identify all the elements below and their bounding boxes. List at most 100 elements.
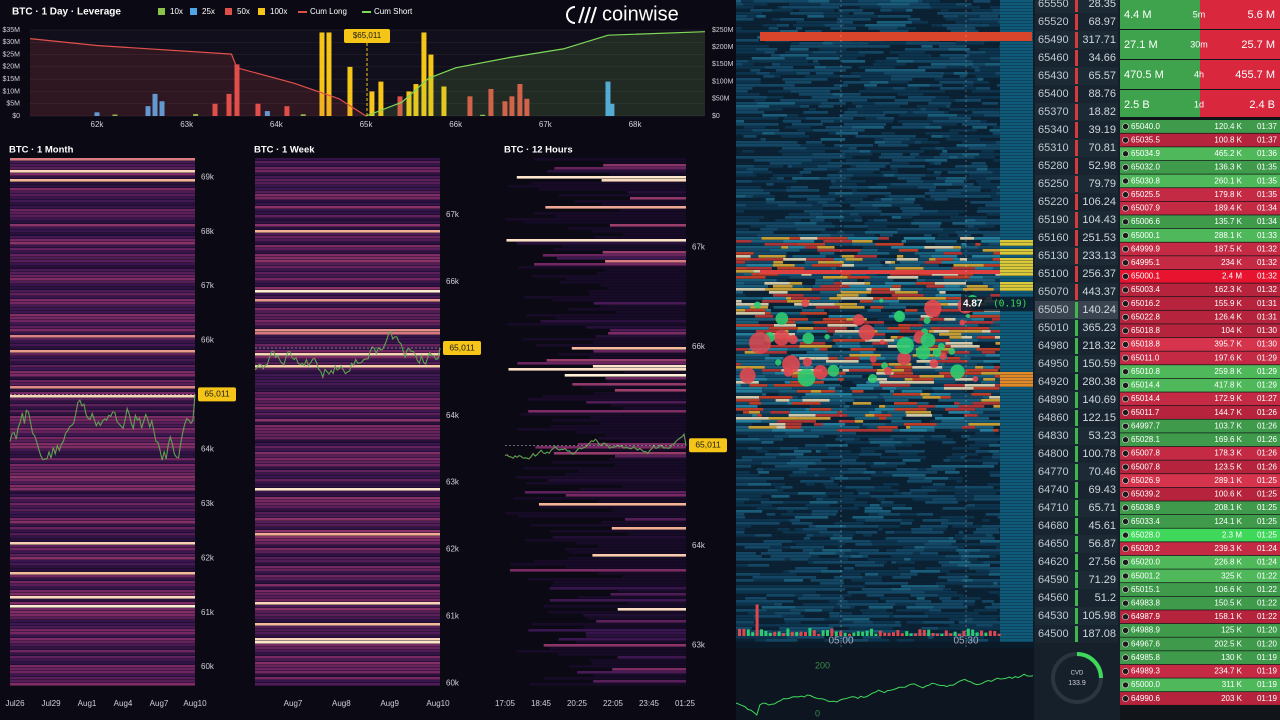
flow-cell	[736, 618, 757, 621]
flow-cell	[1000, 117, 1033, 120]
flow-cell	[854, 420, 864, 423]
flow-cell	[1000, 504, 1033, 507]
flow-cell	[833, 480, 858, 483]
flow-cell	[962, 186, 982, 189]
flow-cell	[874, 408, 880, 411]
flow-cell	[809, 105, 819, 108]
flow-cell	[986, 213, 1000, 216]
flow-cell	[821, 609, 834, 612]
heat-stripe	[255, 170, 440, 173]
flow-cell	[1000, 636, 1033, 639]
flow-cell	[964, 96, 988, 99]
flow-cell	[1000, 510, 1033, 513]
flow-cell	[880, 501, 894, 504]
flow-cell	[783, 87, 813, 90]
flow-cell	[801, 309, 825, 312]
heat-stripe	[255, 680, 440, 683]
trade-time: 01:25	[1257, 517, 1278, 526]
flow-cell	[750, 591, 785, 594]
trade-time: 01:26	[1257, 449, 1278, 458]
trade-time: 01:19	[1257, 680, 1278, 689]
flow-cell	[991, 255, 1000, 258]
heat-stripe	[255, 554, 440, 557]
flow-cell	[949, 96, 965, 99]
flow-cell	[736, 6, 755, 9]
flow-cell	[903, 75, 923, 78]
trade-bubble	[879, 298, 884, 303]
flow-cell	[918, 639, 946, 642]
flow-cell	[736, 306, 751, 309]
flow-cell	[992, 363, 1000, 366]
flow-cell	[799, 42, 823, 45]
flow-cell	[976, 336, 982, 339]
heat-stripe	[255, 203, 440, 206]
flow-cell	[981, 150, 995, 153]
flow-cell	[819, 252, 835, 255]
flow-cell	[787, 114, 799, 117]
flow-cell	[959, 201, 971, 204]
flow-cell	[842, 447, 861, 450]
trade-price: 65016.2	[1131, 299, 1160, 308]
flow-cell	[781, 135, 810, 138]
flow-cell	[825, 444, 848, 447]
flow-cell	[901, 318, 911, 321]
flow-cell	[842, 411, 869, 414]
flow-cell	[736, 231, 758, 234]
flow-cell	[930, 195, 960, 198]
heat-stripe	[543, 605, 686, 608]
flow-cell	[954, 492, 979, 495]
flow-cell	[810, 579, 844, 582]
trade-price: 65014.4	[1131, 394, 1160, 403]
flow-cell	[975, 243, 981, 246]
flow-cell	[961, 243, 967, 246]
trade-size: 289.1 K	[1214, 476, 1242, 485]
flow-cell	[851, 189, 857, 192]
trade-time: 01:19	[1257, 653, 1278, 662]
volume-bar	[962, 630, 966, 636]
flow-cell	[934, 198, 948, 201]
heat-stripe	[10, 677, 195, 680]
heat-stripe	[255, 458, 440, 461]
flow-cell	[928, 615, 953, 618]
flow-cell	[871, 552, 906, 555]
flow-cell	[989, 57, 1000, 60]
flow-cell	[785, 168, 804, 171]
volume-bar	[861, 631, 865, 636]
flow-cell	[807, 465, 841, 468]
flow-cell	[919, 438, 953, 441]
ladder-side	[1075, 572, 1078, 588]
leverage-bar	[234, 64, 240, 116]
trade-icon	[1122, 559, 1129, 566]
flow-cell	[853, 12, 875, 15]
heat-stripe	[543, 644, 686, 647]
flow-cell	[865, 54, 892, 57]
flow-cell	[879, 549, 887, 552]
heat-stripe	[583, 626, 686, 629]
flow-cell	[755, 552, 761, 555]
volume-bar	[997, 633, 1001, 636]
flow-cell	[948, 537, 954, 540]
volume-bar	[887, 632, 891, 636]
flow-cell	[815, 591, 848, 594]
flow-cell	[871, 291, 896, 294]
flow-cell	[837, 141, 844, 144]
flow-cell	[903, 558, 911, 561]
flow-cell	[901, 390, 918, 393]
flow-cell	[873, 144, 878, 147]
flow-cell	[764, 282, 790, 285]
trade-bubble	[897, 351, 911, 366]
flow-cell	[779, 555, 812, 558]
flow-cell	[755, 639, 766, 642]
flow-cell	[806, 384, 840, 387]
heat-stripe	[564, 374, 686, 377]
heat-stripe	[602, 203, 686, 206]
flow-cell	[942, 135, 950, 138]
flow-cell	[978, 612, 1000, 615]
heat-stripe	[510, 563, 686, 566]
y-tick-label: $25M	[2, 51, 20, 58]
flow-cell	[769, 537, 804, 540]
flow-cell	[838, 171, 847, 174]
heat-stripe	[255, 644, 440, 647]
flow-cell	[991, 393, 1000, 396]
heat-stripe	[605, 260, 686, 263]
